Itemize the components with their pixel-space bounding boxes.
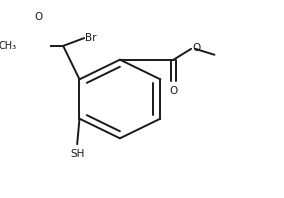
Text: SH: SH bbox=[70, 148, 84, 159]
Text: Br: Br bbox=[85, 33, 97, 43]
Text: CH₃: CH₃ bbox=[0, 41, 17, 51]
Text: O: O bbox=[170, 86, 178, 96]
Text: O: O bbox=[35, 12, 43, 22]
Text: O: O bbox=[192, 43, 201, 53]
Text: O: O bbox=[16, 45, 18, 46]
